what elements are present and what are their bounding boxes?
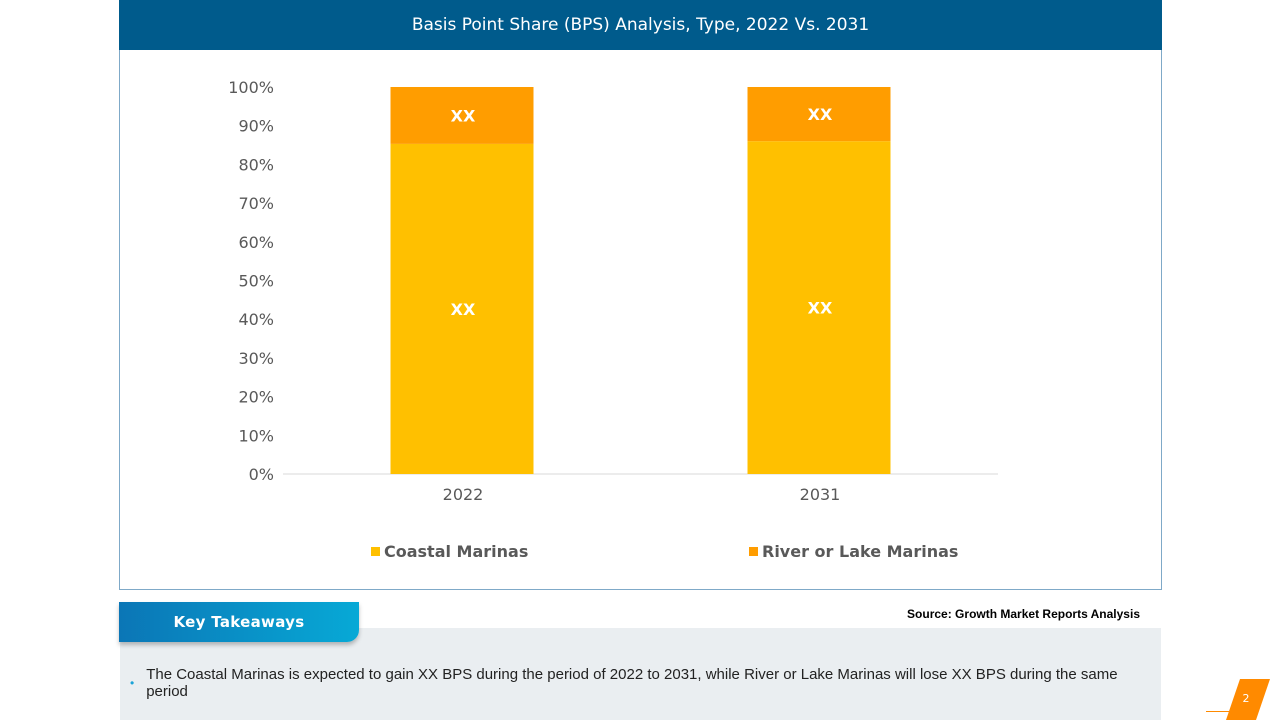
takeaway-text: The Coastal Marinas is expected to gain … <box>146 666 1118 700</box>
takeaways-panel <box>120 628 1161 720</box>
bar-coastal-marinas-2031 <box>747 141 891 474</box>
data-label: XX <box>451 300 476 319</box>
key-takeaways-tab: Key Takeaways <box>119 602 359 642</box>
x-tick-label: 2031 <box>800 485 841 504</box>
page-badge-icon <box>1226 679 1270 720</box>
y-tick-label: 70% <box>238 194 274 213</box>
takeaway-bullet: • The Coastal Marinas is expected to gai… <box>130 666 1150 700</box>
y-tick-label: 30% <box>238 349 274 368</box>
data-label: XX <box>808 105 833 124</box>
y-tick-label: 100% <box>228 78 274 97</box>
legend-swatch <box>371 547 380 556</box>
chart-title: Basis Point Share (BPS) Analysis, Type, … <box>119 0 1162 50</box>
y-tick-label: 90% <box>238 117 274 136</box>
data-label: XX <box>808 299 833 318</box>
data-label: XX <box>451 106 476 125</box>
chart-frame: 0% 10% 20% 30% 40% 50% 60% 70% 80% 90% 100% XX XX 202… <box>119 50 1162 590</box>
y-tick-label: 10% <box>238 426 274 445</box>
y-tick-label: 50% <box>238 272 274 291</box>
bar-river-or-lake-marinas-2031 <box>747 87 891 142</box>
stacked-bar-chart: 0% 10% 20% 30% 40% 50% 60% 70% 80% 90% 100% XX XX 202… <box>228 78 998 561</box>
y-tick-label: 40% <box>238 310 274 329</box>
bar-river-or-lake-marinas-2022 <box>390 87 534 144</box>
y-tick-label: 80% <box>238 155 274 174</box>
bullet-icon: • <box>130 676 135 690</box>
legend-label: Coastal Marinas <box>384 542 528 561</box>
y-tick-label: 60% <box>238 233 274 252</box>
y-tick-label: 20% <box>238 388 274 407</box>
y-tick-label: 0% <box>249 465 274 484</box>
page-number: 2 <box>1242 692 1250 705</box>
page-divider <box>1206 711 1234 712</box>
source-note: Source: Growth Market Reports Analysis <box>907 607 1140 621</box>
legend-label: River or Lake Marinas <box>762 542 958 561</box>
legend-swatch <box>749 547 758 556</box>
x-tick-label: 2022 <box>443 485 484 504</box>
bar-coastal-marinas-2022 <box>390 143 534 474</box>
